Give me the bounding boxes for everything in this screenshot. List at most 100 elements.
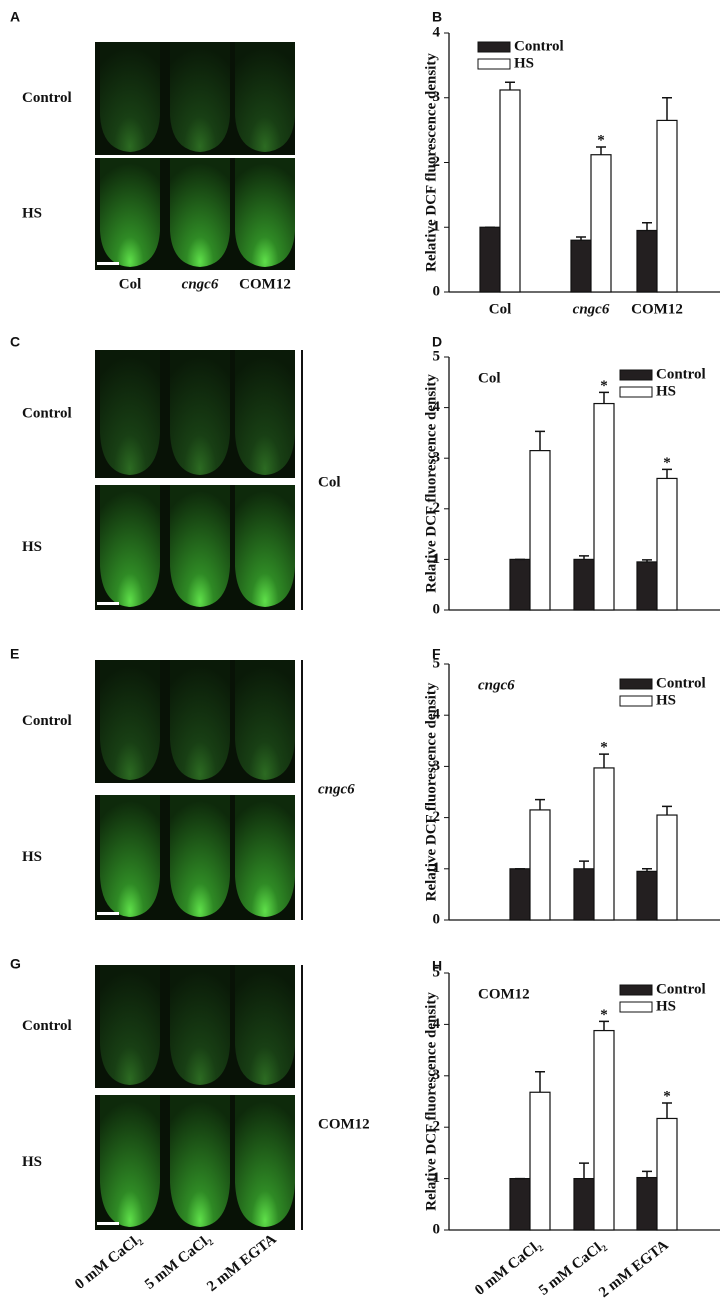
bar bbox=[636, 561, 658, 611]
row-label: Control bbox=[22, 1018, 72, 1034]
legend-swatch bbox=[477, 41, 511, 53]
panel-letter: C bbox=[10, 334, 20, 350]
legend-label: HS bbox=[656, 383, 676, 399]
error-bar bbox=[535, 1070, 545, 1093]
significance: * bbox=[663, 1088, 671, 1104]
significance: * bbox=[663, 455, 671, 471]
row-label: HS bbox=[22, 849, 42, 865]
bar bbox=[656, 814, 678, 921]
legend-label: Control bbox=[656, 981, 706, 997]
error-bar bbox=[642, 1170, 652, 1178]
y-tick-label: 0 bbox=[433, 283, 441, 299]
root bbox=[235, 965, 295, 1085]
x-tick-label: 2 mM EGTA bbox=[596, 1237, 671, 1298]
row-label: HS bbox=[22, 1154, 42, 1170]
root bbox=[100, 350, 160, 475]
error-bar bbox=[596, 146, 606, 155]
column-label: 0 mM CaCl₂ bbox=[72, 1231, 145, 1293]
legend-label: HS bbox=[514, 55, 534, 71]
x-tick-label: 0 mM CaCl₂ bbox=[472, 1237, 545, 1298]
y-tick-label: 5 bbox=[433, 964, 441, 980]
bar bbox=[573, 558, 595, 611]
y-tick-label: 2 bbox=[433, 809, 441, 825]
row-label: Control bbox=[22, 713, 72, 729]
legend-swatch bbox=[619, 386, 653, 398]
y-tick-label: 3 bbox=[433, 1067, 441, 1083]
row-label: HS bbox=[22, 205, 42, 221]
bar bbox=[636, 870, 658, 921]
chart-title: COM12 bbox=[478, 986, 530, 1002]
y-tick-label: 2 bbox=[433, 154, 441, 170]
y-tick-label: 1 bbox=[433, 219, 441, 235]
error-bar bbox=[599, 1020, 609, 1031]
panel-letter: E bbox=[10, 646, 19, 662]
root bbox=[100, 660, 160, 780]
panel-letter: H bbox=[432, 958, 442, 974]
error-bar bbox=[662, 1102, 672, 1119]
error-bar bbox=[599, 391, 609, 404]
error-bar bbox=[642, 559, 652, 562]
root bbox=[100, 965, 160, 1085]
column-label: COM12 bbox=[239, 276, 291, 292]
root bbox=[170, 42, 230, 152]
root bbox=[100, 42, 160, 152]
bar bbox=[636, 1176, 658, 1231]
column-label: Col bbox=[119, 276, 142, 292]
legend-swatch bbox=[619, 1001, 653, 1013]
y-axis-label: Relative DCF fluorescence density bbox=[423, 992, 439, 1211]
significance: * bbox=[600, 740, 608, 756]
column-label: 2 mM EGTA bbox=[204, 1231, 279, 1295]
legend-swatch bbox=[477, 58, 511, 70]
bar bbox=[479, 226, 501, 293]
legend-label: Control bbox=[656, 366, 706, 382]
panel-letter: D bbox=[432, 334, 442, 350]
error-bar bbox=[642, 868, 652, 872]
chart-title: cngc6 bbox=[478, 677, 515, 693]
panel-letter: G bbox=[10, 956, 21, 972]
y-tick-label: 4 bbox=[433, 1016, 441, 1032]
error-bar bbox=[535, 798, 545, 810]
legend-swatch bbox=[619, 695, 653, 707]
legend-label: Control bbox=[656, 675, 706, 691]
error-bar bbox=[599, 753, 609, 768]
legend-swatch bbox=[619, 678, 653, 690]
y-tick-label: 2 bbox=[433, 1119, 441, 1135]
root bbox=[235, 158, 295, 267]
y-axis-label: Relative DCF fluorescence density bbox=[423, 374, 439, 593]
root bbox=[100, 485, 160, 607]
root bbox=[235, 350, 295, 475]
x-tick-label: Col bbox=[489, 301, 512, 317]
bar bbox=[573, 1177, 595, 1231]
bar bbox=[656, 1117, 678, 1231]
y-tick-label: 5 bbox=[433, 655, 441, 671]
scale-bar bbox=[97, 912, 119, 915]
root bbox=[235, 660, 295, 780]
scale-bar bbox=[97, 262, 119, 265]
side-label: COM12 bbox=[318, 1116, 370, 1132]
y-tick-label: 4 bbox=[433, 707, 441, 723]
x-tick-label: COM12 bbox=[631, 301, 683, 317]
root bbox=[170, 158, 230, 267]
y-tick-label: 2 bbox=[433, 500, 441, 516]
bar bbox=[636, 229, 658, 293]
error-bar bbox=[579, 860, 589, 869]
y-tick-label: 0 bbox=[433, 601, 441, 617]
significance: * bbox=[600, 378, 608, 394]
bar bbox=[593, 767, 615, 921]
error-bar bbox=[642, 221, 652, 231]
panel-letter: B bbox=[432, 9, 442, 25]
root bbox=[170, 1095, 230, 1227]
bar bbox=[590, 154, 612, 293]
y-tick-label: 0 bbox=[433, 1221, 441, 1237]
error-bar bbox=[535, 430, 545, 451]
error-bar bbox=[579, 1162, 589, 1179]
y-tick-label: 1 bbox=[433, 860, 441, 876]
row-label: Control bbox=[22, 405, 72, 421]
bar bbox=[509, 558, 531, 611]
bar bbox=[593, 402, 615, 611]
root bbox=[170, 350, 230, 475]
column-label: cngc6 bbox=[182, 276, 219, 292]
row-label: Control bbox=[22, 90, 72, 106]
legend-swatch bbox=[619, 369, 653, 381]
